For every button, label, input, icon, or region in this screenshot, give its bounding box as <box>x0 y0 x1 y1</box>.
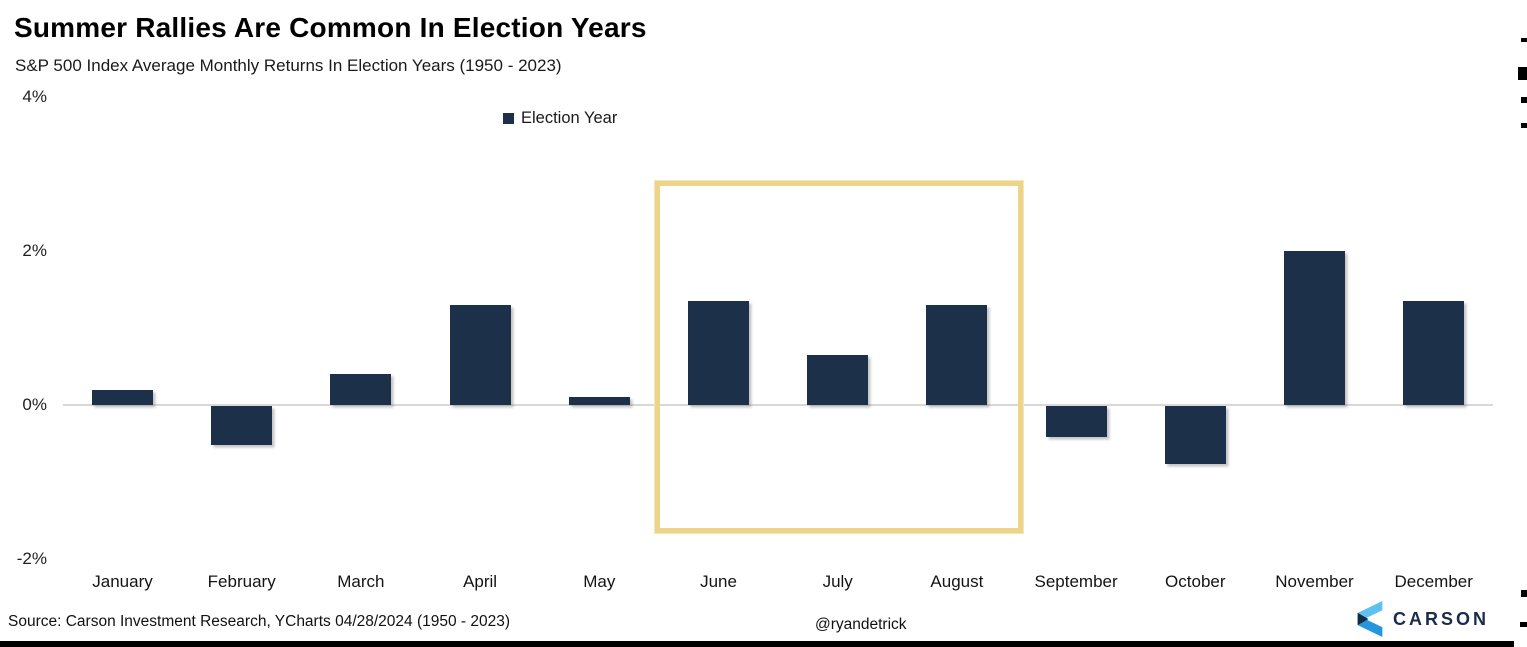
x-axis-label-january: January <box>92 572 153 591</box>
bar-may <box>568 397 630 405</box>
clipped-edge-artifact <box>1521 38 1527 42</box>
y-axis-tick-label: 0% <box>22 395 47 414</box>
twitter-handle: @ryandetrick <box>815 616 907 633</box>
x-axis-label-july: July <box>822 572 853 591</box>
bar-august <box>926 304 988 405</box>
x-axis-label-november: November <box>1275 572 1354 591</box>
x-axis-label-october: October <box>1165 572 1226 591</box>
bar-april <box>449 304 511 405</box>
clipped-edge-artifact <box>1521 97 1527 103</box>
bar-june <box>688 301 749 405</box>
x-axis-label-june: June <box>700 572 737 591</box>
source-note: Source: Carson Investment Research, YCha… <box>8 613 511 630</box>
legend: Election Year <box>503 109 617 128</box>
x-axis-label-february: February <box>207 572 276 591</box>
x-axis-label-april: April <box>463 572 498 591</box>
y-axis-tick-label: 2% <box>22 241 47 260</box>
x-axis-label-march: March <box>337 572 385 591</box>
bar-december <box>1403 301 1465 405</box>
x-axis-label-august: August <box>930 572 984 591</box>
carson-logo-icon <box>1357 601 1383 637</box>
bar-february <box>211 406 273 445</box>
clipped-edge-artifact <box>1521 123 1527 128</box>
zero-gridline <box>63 404 1493 406</box>
legend-square-icon <box>503 113 514 124</box>
bar-november <box>1284 251 1345 405</box>
bar-july <box>807 354 869 405</box>
y-axis-tick-label: -2% <box>16 549 47 568</box>
summer-highlight-box <box>655 181 1023 533</box>
clipped-edge-artifact <box>1521 590 1527 597</box>
carson-brand: CARSON <box>1354 601 1489 637</box>
bar-march <box>330 374 392 405</box>
clipped-edge-artifact <box>1518 67 1527 80</box>
bar-september <box>1045 406 1107 437</box>
bar-january <box>92 389 153 405</box>
chart-subtitle: S&P 500 Index Average Monthly Returns In… <box>15 56 562 75</box>
x-axis-label-september: September <box>1034 572 1118 591</box>
y-axis-tick-label: 4% <box>22 87 47 106</box>
bar-october <box>1164 406 1226 464</box>
x-axis-label-may: May <box>583 572 616 591</box>
carson-brand-name: CARSON <box>1393 608 1490 629</box>
x-axis-label-december: December <box>1394 572 1473 591</box>
legend-label: Election Year <box>521 109 618 127</box>
bottom-border-bar <box>0 641 1514 647</box>
chart-title: Summer Rallies Are Common In Election Ye… <box>14 12 647 43</box>
clipped-edge-artifact <box>1520 622 1527 627</box>
